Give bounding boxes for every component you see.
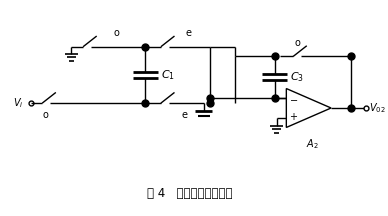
Text: $C_1$: $C_1$ (161, 68, 175, 82)
Text: o: o (42, 110, 48, 120)
Text: o: o (294, 38, 300, 48)
Text: $+$: $+$ (289, 111, 298, 122)
Text: $V_{02}$: $V_{02}$ (369, 101, 386, 115)
Text: e: e (185, 28, 191, 38)
Text: o: o (113, 28, 119, 38)
Text: e: e (181, 110, 187, 120)
Text: $A_2$: $A_2$ (306, 137, 319, 151)
Text: $-$: $-$ (289, 94, 298, 105)
Text: 图 4   开关电容比仿滤器: 图 4 开关电容比仿滤器 (147, 187, 233, 200)
Text: $V_i$: $V_i$ (13, 96, 24, 110)
Text: $C_3$: $C_3$ (290, 70, 304, 84)
